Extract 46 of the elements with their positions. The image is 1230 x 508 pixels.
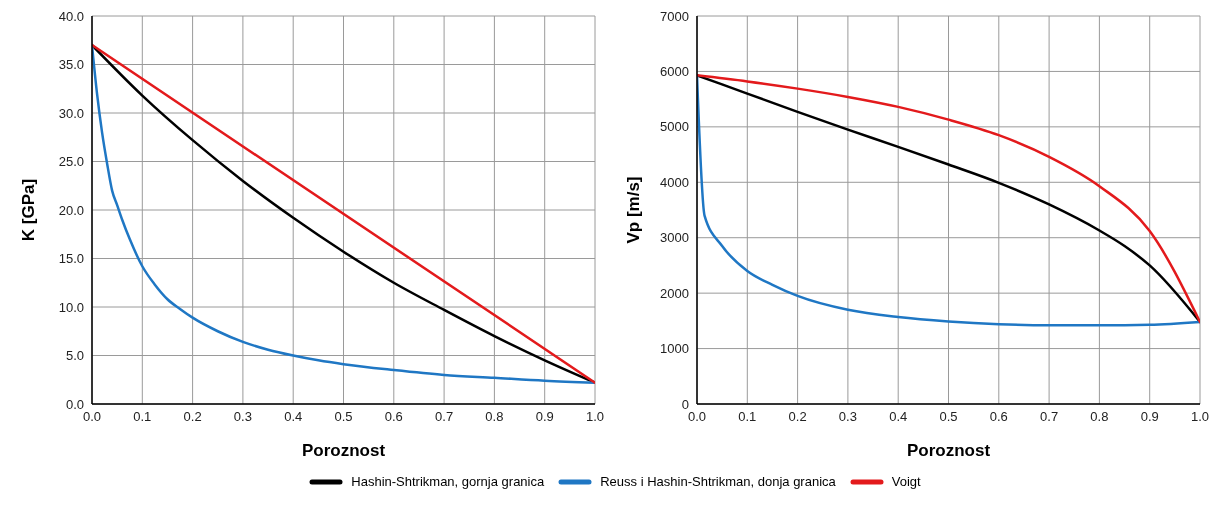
x-tick-label: 0.3	[233, 409, 252, 425]
x-tick-label: 0.5	[939, 409, 958, 425]
x-tick-label: 0.7	[1040, 409, 1059, 425]
x-tick-label: 0.6	[989, 409, 1008, 425]
y-tick-label: 7000	[660, 8, 689, 24]
x-tick-label: 0.8	[485, 409, 504, 425]
x-tick-label: 0.9	[535, 409, 554, 425]
y-tick-label: 5.0	[65, 348, 84, 364]
y-axis-title: K [GPa]	[19, 178, 39, 242]
y-tick-label: 0	[681, 396, 689, 412]
y-tick-label: 2000	[660, 285, 689, 301]
legend-label: Reuss i Hashin-Shtrikman, donja granica	[600, 474, 836, 489]
y-tick-label: 1000	[660, 341, 689, 357]
x-axis-title: Poroznost	[906, 441, 991, 460]
x-tick-label: 0.0	[687, 409, 707, 425]
x-tick-label: 0.8	[1090, 409, 1109, 425]
x-tick-label: 0.2	[788, 409, 807, 425]
y-tick-label: 25.0	[58, 154, 84, 170]
y-tick-label: 10.0	[58, 299, 84, 315]
y-tick-label: 40.0	[58, 8, 84, 24]
y-tick-label: 4000	[660, 174, 689, 190]
x-tick-label: 0.2	[183, 409, 202, 425]
y-tick-label: 3000	[660, 230, 689, 246]
y-tick-label: 30.0	[58, 105, 84, 121]
x-axis-title: Poroznost	[301, 441, 386, 460]
y-tick-label: 5000	[660, 119, 689, 135]
x-tick-label: 0.6	[384, 409, 403, 425]
legend-label: Voigt	[891, 474, 921, 489]
y-tick-label: 6000	[660, 64, 689, 80]
x-tick-label: 0.1	[133, 409, 152, 425]
x-tick-label: 0.7	[435, 409, 454, 425]
x-tick-label: 0.5	[334, 409, 353, 425]
x-tick-label: 0.3	[838, 409, 857, 425]
x-tick-label: 0.0	[82, 409, 102, 425]
y-tick-label: 0.0	[65, 396, 84, 412]
y-axis-title: Vp [m/s]	[624, 176, 644, 244]
y-tick-label: 35.0	[58, 57, 84, 73]
x-tick-label: 0.4	[284, 409, 303, 425]
y-tick-label: 15.0	[58, 251, 84, 267]
x-tick-label: 1.0	[1190, 409, 1210, 425]
x-tick-label: 0.4	[889, 409, 908, 425]
legend-label: Hashin-Shtrikman, gornja granica	[351, 474, 545, 489]
y-tick-label: 20.0	[58, 202, 84, 218]
x-tick-label: 1.0	[585, 409, 605, 425]
x-tick-label: 0.1	[738, 409, 757, 425]
x-tick-label: 0.9	[1140, 409, 1159, 425]
